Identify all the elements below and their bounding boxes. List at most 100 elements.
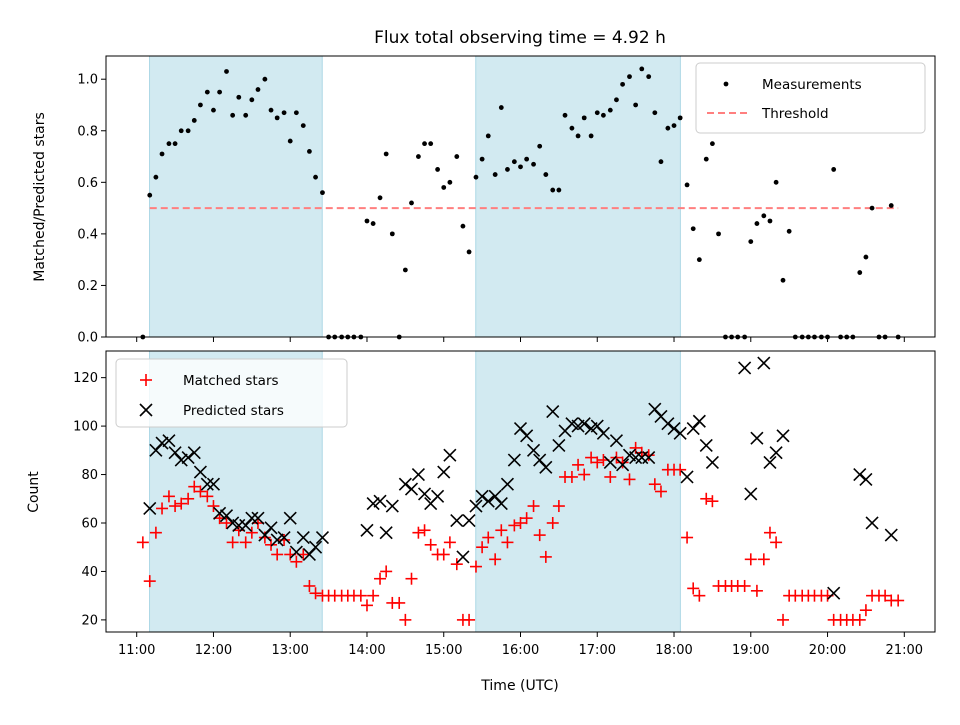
measurement-point (588, 133, 594, 139)
matched-star-marker (572, 458, 585, 471)
measurement-point (274, 115, 280, 121)
predicted-star-marker (411, 467, 425, 482)
measurement-point (473, 174, 479, 180)
predicted-star-marker (296, 530, 310, 545)
predicted-star-marker (642, 451, 656, 465)
predicted-star-marker (245, 511, 259, 525)
predicted-star-marker (596, 426, 610, 440)
measurement-point (684, 182, 690, 188)
predicted-legend-marker (139, 403, 153, 417)
matched-star-marker (149, 526, 162, 539)
measurement-point (172, 141, 178, 147)
measurement-point (524, 156, 530, 162)
matched-star-marker (399, 613, 412, 626)
bottom-y-tick-label: 20 (81, 613, 98, 628)
matched-star-marker (136, 536, 149, 549)
predicted-star-marker (481, 494, 495, 508)
bottom-y-tick-label: 60 (81, 516, 98, 531)
measurement-point (447, 179, 453, 185)
matched-star-marker (290, 555, 303, 568)
measurement-point (159, 151, 165, 157)
matched-star-marker (892, 594, 905, 607)
predicted-star-marker (417, 487, 432, 501)
matched-star-marker (405, 572, 418, 585)
predicted-star-marker (507, 453, 521, 467)
matched-star-marker (393, 596, 406, 609)
x-tick-label: 17:00 (579, 643, 616, 658)
measurement-point (249, 97, 255, 103)
predicted-star-marker (404, 482, 419, 496)
measurement-point (773, 179, 779, 185)
measurement-point (498, 105, 504, 110)
matched-star-marker (271, 548, 284, 561)
matched-star-marker (565, 470, 578, 483)
matched-star-marker (859, 604, 872, 617)
matched-star-marker (674, 463, 687, 476)
predicted-star-marker (763, 455, 777, 469)
matched-star-marker (546, 516, 559, 529)
measurement-point (531, 161, 536, 167)
measurement-point (178, 128, 184, 134)
measurement-point (614, 97, 619, 103)
predicted-star-marker (398, 477, 412, 491)
matched-star-marker (450, 558, 463, 571)
matched-star-marker (552, 500, 565, 513)
bottom-shaded-interval-1 (475, 350, 681, 633)
matched-star-marker (162, 490, 175, 503)
x-tick-label: 21:00 (886, 643, 923, 658)
measurement-point (620, 81, 625, 87)
measurement-point (857, 270, 863, 275)
matched-star-marker (201, 490, 214, 503)
matched-legend-label: Matched stars (183, 373, 279, 389)
matched-star-marker (437, 548, 450, 561)
measurement-point (409, 200, 414, 206)
x-axis-label: Time (UTC) (480, 678, 558, 694)
measurement-point (377, 195, 383, 201)
matched-star-marker (245, 526, 258, 539)
top-y-axis-label: Matched/Predicted stars (32, 112, 48, 282)
matched-star-marker (443, 536, 456, 549)
matched-legend-marker (140, 374, 152, 386)
predicted-star-marker (705, 455, 719, 469)
measurement-point (518, 164, 523, 170)
measurement-point (505, 167, 510, 172)
predicted-star-marker (308, 540, 323, 554)
predicted-star-marker (577, 417, 591, 431)
measurement-point (307, 148, 312, 154)
bottom-panel: 20 40 60 80 100 120 11:00 12:00 13:00 14:00 15:00… (26, 350, 936, 694)
predicted-star-marker (494, 497, 508, 511)
predicted-star-marker (283, 511, 297, 525)
predicted-star-marker (667, 421, 681, 436)
top-y-tick-label: 0.2 (77, 279, 98, 294)
predicted-star-marker (270, 533, 284, 547)
x-tick-label: 16:00 (502, 643, 539, 658)
bottom-y-tick-label: 80 (81, 468, 98, 483)
predicted-star-marker (264, 521, 278, 535)
measurement-point (665, 125, 671, 131)
predicted-star-marker (884, 528, 898, 542)
measurement-point (422, 141, 427, 147)
measurement-point (217, 89, 223, 95)
measurement-point (767, 218, 773, 224)
top-shaded-interval-0 (149, 55, 323, 338)
predicted-star-marker (469, 499, 483, 513)
measurement-point (671, 123, 677, 129)
measurement-point (460, 223, 466, 229)
measurement-point (594, 110, 600, 116)
measurement-point (147, 192, 153, 198)
measurement-point (601, 112, 606, 118)
measurement-point (389, 231, 395, 237)
predicted-star-marker (692, 414, 706, 428)
matched-star-marker (687, 582, 700, 595)
predicted-star-marker (673, 426, 687, 440)
measurement-point (537, 143, 543, 149)
top-panel: 0.0 0.2 0.4 0.6 0.8 1.0 Matched/Predicted sta… (32, 55, 936, 346)
matched-star-marker (239, 536, 252, 549)
predicted-legend-label: Predicted stars (183, 403, 284, 419)
matched-star-marker (681, 531, 694, 544)
matched-star-marker (482, 531, 495, 544)
predicted-star-marker (757, 356, 771, 370)
predicted-star-marker (366, 497, 380, 511)
measurement-point (153, 174, 159, 180)
